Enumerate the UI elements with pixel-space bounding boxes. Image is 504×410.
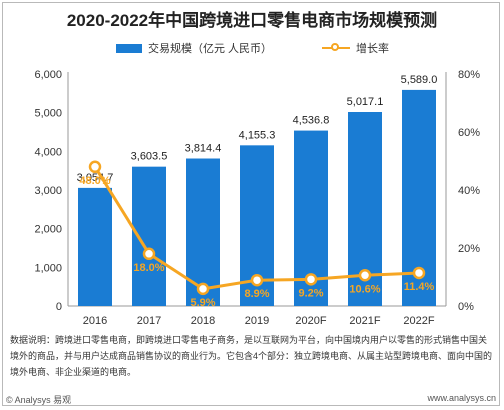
- bar-value-label: 4,536.8: [293, 115, 330, 127]
- growth-point: [412, 266, 426, 280]
- y-right-tick-label: 0%: [458, 301, 474, 313]
- bar-value-label: 3,603.5: [131, 151, 168, 163]
- chart-frame: [2, 2, 500, 406]
- growth-point: [88, 160, 102, 174]
- x-tick-label: 2017: [137, 315, 161, 327]
- y-left-tick-label: 5,000: [34, 108, 62, 120]
- bar-value-label: 5,589.0: [401, 74, 438, 86]
- legend-bar-label: 交易规模（亿元 人民币）: [148, 43, 273, 55]
- chart-title: 2020-2022年中国跨境进口零售电商市场规模预测: [66, 11, 438, 30]
- y-left-tick-label: 4,000: [34, 146, 62, 158]
- x-tick-label: 2019: [245, 315, 269, 327]
- y-left-tick-label: 6,000: [34, 69, 62, 81]
- footer-url: www.analysys.cn: [427, 393, 496, 403]
- growth-point: [358, 269, 372, 282]
- growth-point: [196, 282, 210, 296]
- y-left-tick-label: 3,000: [34, 185, 62, 197]
- growth-value-label: 9.2%: [298, 287, 323, 299]
- y-left-tick-label: 2,000: [34, 224, 62, 236]
- bar: [78, 187, 112, 306]
- y-left-tick-label: 0: [56, 301, 62, 313]
- y-right-tick-label: 40%: [458, 185, 480, 197]
- chart-plot: 0 1,000 2,000 3,000 4,000 5,000 6,000 0% 20% 40% 6…: [34, 69, 480, 327]
- growth-value-label: 5.9%: [190, 297, 215, 309]
- growth-value-label: 48.0%: [79, 175, 110, 187]
- x-tick-label: 2022F: [403, 315, 434, 327]
- bar-value-label: 5,017.1: [347, 96, 384, 108]
- legend-bar-swatch: [116, 43, 142, 53]
- legend-item-line: 增长率: [322, 40, 389, 56]
- chart-legend: 交易规模（亿元 人民币） 增长率: [0, 40, 504, 56]
- legend-line-swatch: [322, 42, 350, 54]
- y-right-tick-label: 60%: [458, 127, 480, 139]
- growth-point: [250, 273, 264, 287]
- legend-item-bar: 交易规模（亿元 人民币）: [116, 40, 272, 56]
- legend-line-label: 增长率: [356, 43, 389, 55]
- y-right-tick-label: 20%: [458, 243, 480, 255]
- y-left-tick-label: 1,000: [34, 262, 62, 274]
- bar-value-label: 3,814.4: [185, 143, 222, 155]
- growth-value-label: 10.6%: [349, 283, 380, 295]
- x-tick-label: 2016: [83, 315, 107, 327]
- x-tick-label: 2018: [191, 315, 215, 327]
- growth-point: [304, 273, 318, 286]
- footer-copyright: © Analysys 易观: [6, 395, 72, 405]
- bar-value-label: 4,155.3: [239, 129, 276, 141]
- growth-value-label: 18.0%: [133, 262, 164, 274]
- y-right-tick-label: 80%: [458, 69, 480, 81]
- x-tick-label: 2021F: [349, 315, 380, 327]
- growth-point: [142, 247, 156, 261]
- growth-value-label: 11.4%: [404, 281, 435, 293]
- data-note: 数据说明：跨境进口零售电商，即跨境进口零售电子商务，是以互联网为平台，向中国境内…: [10, 335, 493, 377]
- growth-value-label: 8.9%: [244, 288, 269, 300]
- x-tick-label: 2020F: [295, 315, 326, 327]
